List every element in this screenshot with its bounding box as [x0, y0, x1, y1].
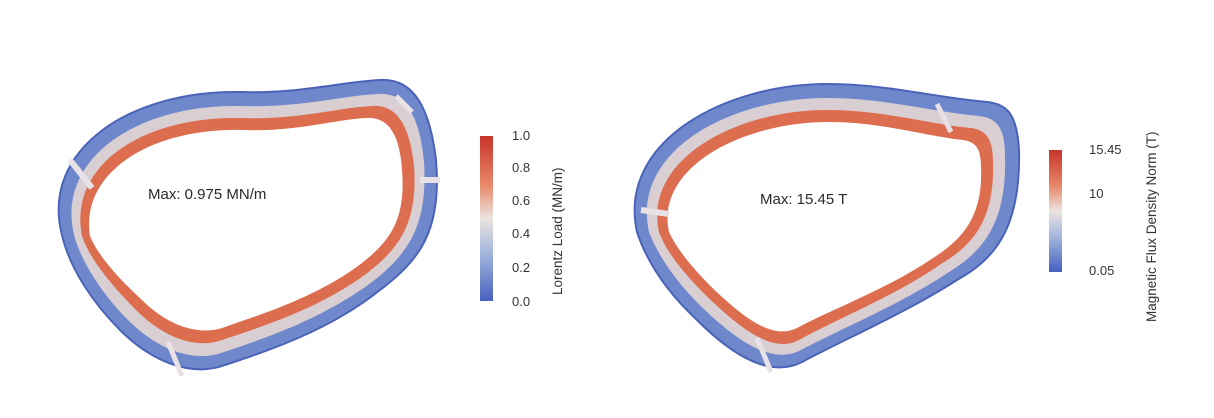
colorbar-tick: 0.05: [1089, 263, 1115, 278]
coil-render-flux: [633, 82, 1021, 373]
coil-render-lorentz: [57, 78, 440, 377]
colorbar-tick: 0.2: [512, 260, 531, 275]
colorbar-tick: 15.45: [1089, 142, 1122, 157]
flux-density-panel: Max: 15.45 T 15.45 10 0.05 Magnetic Flux…: [607, 0, 1214, 418]
colorbar-tick: 0.4: [512, 226, 531, 241]
colorbar-tick: 10: [1089, 186, 1104, 201]
max-value-label: Max: 0.975 MN/m: [148, 186, 267, 203]
colorbar-tick: 0.8: [512, 160, 531, 175]
colorbar-tick: 0.0: [512, 294, 531, 309]
colorbar-title: Lorentz Load (MN/m): [550, 167, 565, 295]
colorbar-title: Magnetic Flux Density Norm (T): [1144, 131, 1159, 322]
max-value-label: Max: 15.45 T: [760, 191, 848, 208]
lorentz-load-panel: Max: 0.975 MN/m 1.0 0.8 0.6 0.4 0.2 0.0 …: [57, 78, 565, 377]
colorbar-flux: [1049, 150, 1062, 272]
colorbar-tick: 0.6: [512, 193, 531, 208]
colorbar-tick: 1.0: [512, 128, 531, 143]
colorbar-lorentz: [480, 136, 493, 301]
